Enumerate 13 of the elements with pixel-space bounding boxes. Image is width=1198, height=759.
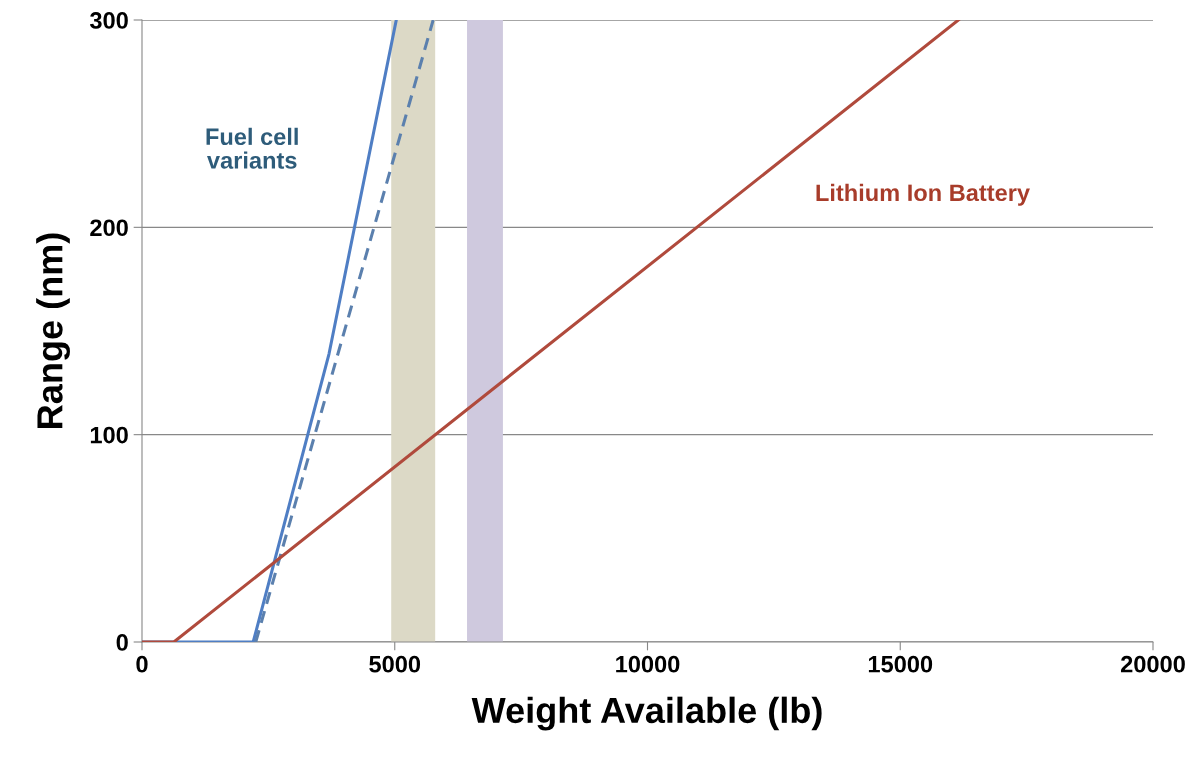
y-tick-label: 300: [89, 12, 128, 29]
x-tick-label: 15000: [868, 655, 933, 673]
x-tick-label: 0: [136, 655, 148, 673]
annotation: Lithium Ion Battery: [816, 183, 1030, 206]
y-tick-label: 100: [90, 426, 128, 444]
y-tick-label: 0: [116, 634, 128, 651]
x-tick-label: 20000: [1120, 655, 1185, 673]
x-tick-label: 10000: [616, 655, 680, 673]
x-tick-label: 5000: [369, 655, 421, 673]
x-axis-title: Weight Available (lb): [471, 696, 822, 731]
y-tick-label: 200: [90, 219, 128, 237]
y-axis-title: Range (nm): [36, 233, 70, 428]
annotation: Fuel cell variants: [206, 127, 298, 169]
